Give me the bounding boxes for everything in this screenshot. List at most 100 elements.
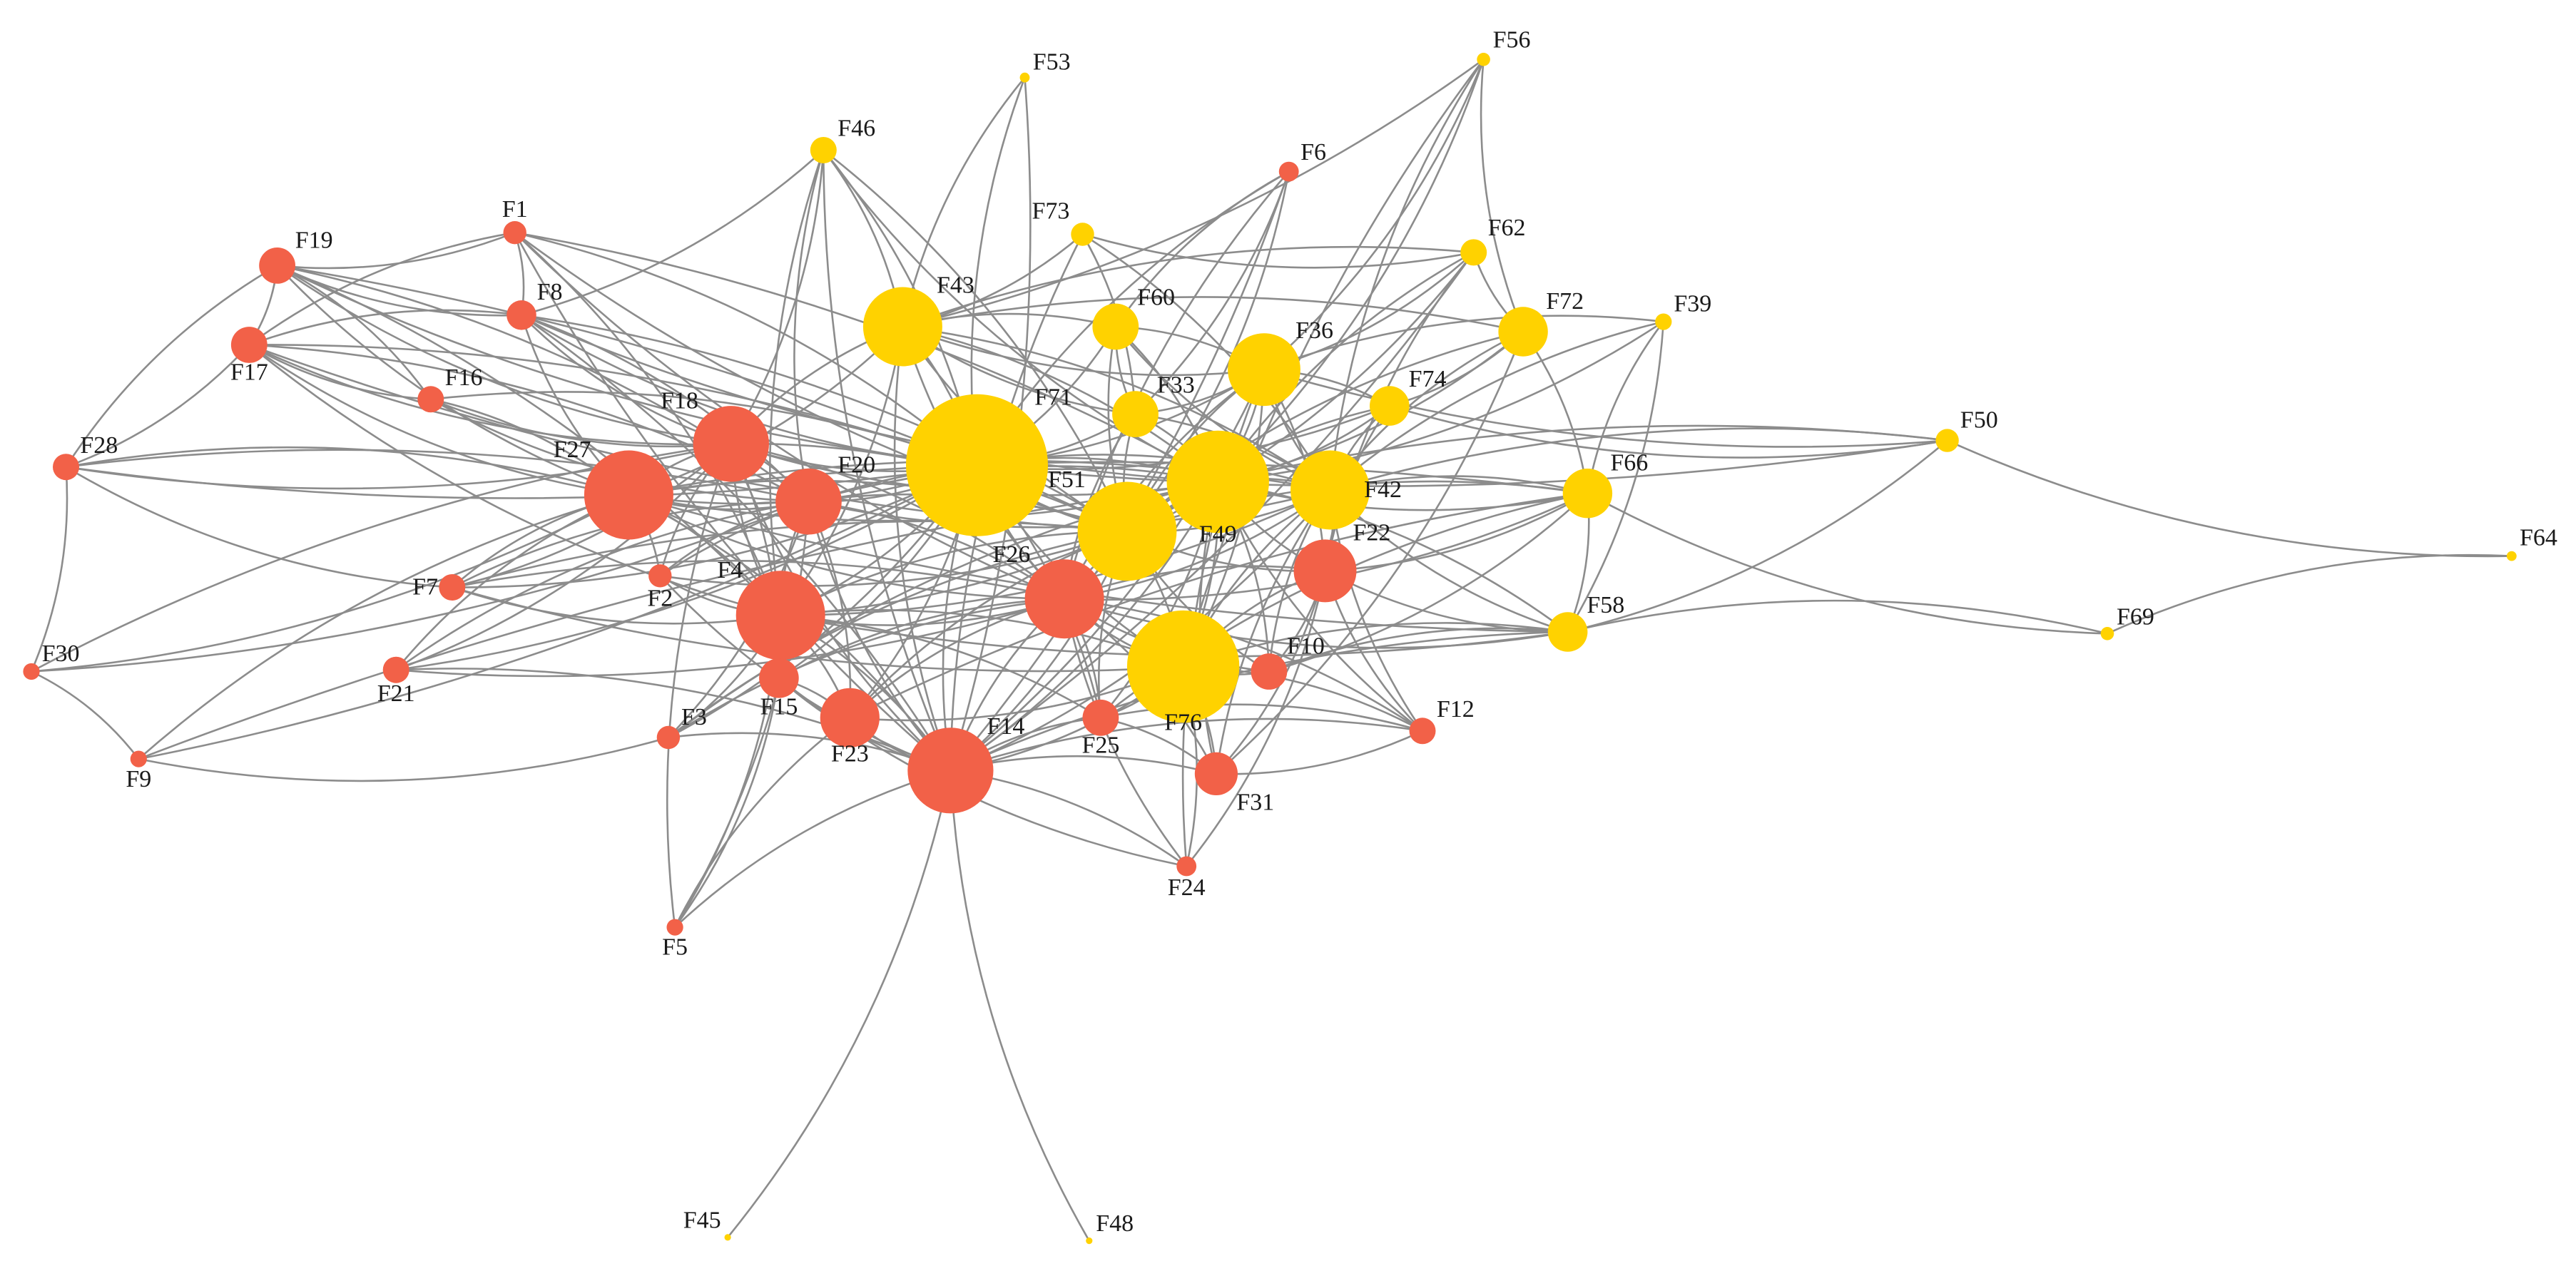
node-f8[interactable]	[506, 300, 536, 330]
node-f22[interactable]	[1293, 539, 1357, 603]
edge-f24-f22	[1186, 571, 1326, 867]
node-f20[interactable]	[775, 468, 842, 535]
node-label-f72: F72	[1546, 288, 1584, 315]
node-label-f8: F8	[537, 279, 563, 305]
node-f33[interactable]	[1112, 391, 1159, 437]
node-f42[interactable]	[1290, 450, 1370, 530]
edge-f7-f18	[452, 443, 732, 588]
node-f39[interactable]	[1655, 313, 1672, 330]
node-f2[interactable]	[648, 564, 672, 588]
node-f23[interactable]	[820, 688, 880, 747]
node-f3[interactable]	[656, 725, 681, 750]
node-f60[interactable]	[1092, 303, 1139, 350]
node-label-f26: F26	[992, 541, 1030, 568]
node-f69[interactable]	[2100, 627, 2114, 640]
edge-f72-f43	[902, 296, 1524, 333]
node-label-f42: F42	[1364, 476, 1402, 503]
edge-f17-f1	[248, 231, 515, 346]
edge-f6-f60	[1114, 170, 1290, 327]
node-f16[interactable]	[417, 386, 444, 413]
node-f48[interactable]	[1086, 1237, 1093, 1245]
edge-f39-f42	[1329, 320, 1664, 491]
edge-f21-f71	[396, 464, 978, 671]
edge-f56-f43	[902, 58, 1485, 328]
edge-f66-f27	[628, 461, 1588, 496]
node-f9[interactable]	[130, 750, 147, 767]
node-f17[interactable]	[230, 327, 268, 363]
node-f4[interactable]	[735, 571, 825, 660]
edge-f39-f49	[1218, 321, 1664, 483]
edge-f43-f36	[902, 325, 1265, 377]
node-f72[interactable]	[1498, 307, 1548, 357]
node-f36[interactable]	[1228, 333, 1300, 407]
edge-f28-f20	[66, 449, 809, 503]
edge-f19-f18	[276, 265, 731, 445]
node-label-f62: F62	[1488, 215, 1526, 241]
edge-f7-f51	[452, 520, 1128, 588]
node-f24[interactable]	[1176, 856, 1197, 877]
node-f30[interactable]	[23, 663, 40, 680]
node-f73[interactable]	[1071, 223, 1094, 246]
node-label-f36: F36	[1295, 317, 1333, 344]
node-f56[interactable]	[1477, 53, 1490, 66]
node-label-f20: F20	[838, 452, 875, 479]
node-f71[interactable]	[906, 394, 1048, 536]
edge-f1-f4	[514, 232, 782, 616]
node-f18[interactable]	[693, 406, 769, 482]
node-f7[interactable]	[439, 574, 466, 601]
edge-f27-f43	[628, 326, 904, 496]
edge-f3-f51	[668, 530, 1128, 739]
node-f15[interactable]	[759, 658, 799, 698]
node-f53[interactable]	[1019, 72, 1030, 83]
node-label-f46: F46	[838, 116, 875, 142]
node-label-f14: F14	[987, 713, 1025, 740]
node-f66[interactable]	[1562, 469, 1613, 519]
node-f14[interactable]	[907, 728, 994, 814]
edge-f16-f71	[430, 391, 977, 466]
node-label-f53: F53	[1033, 49, 1071, 76]
node-f6[interactable]	[1278, 161, 1299, 182]
node-f46[interactable]	[810, 137, 837, 163]
node-label-f64: F64	[2520, 524, 2557, 551]
node-label-f7: F7	[412, 574, 438, 601]
node-label-f71: F71	[1034, 384, 1072, 411]
edge-f43-f14	[893, 326, 952, 771]
node-f21[interactable]	[382, 656, 409, 683]
node-f19[interactable]	[259, 247, 295, 284]
node-f45[interactable]	[724, 1234, 731, 1241]
edge-f9-f49	[138, 481, 1218, 760]
node-f49[interactable]	[1166, 430, 1269, 534]
node-f12[interactable]	[1409, 718, 1436, 745]
node-f58[interactable]	[1547, 612, 1588, 652]
node-label-f3: F3	[681, 704, 707, 730]
edge-f12-f31	[1216, 730, 1423, 775]
node-f31[interactable]	[1194, 752, 1238, 795]
node-f50[interactable]	[1935, 429, 1959, 452]
edge-f50-f64	[1947, 439, 2512, 558]
node-f25[interactable]	[1082, 699, 1119, 736]
node-label-f21: F21	[377, 680, 415, 707]
node-f64[interactable]	[2506, 551, 2517, 561]
edge-f21-f14	[396, 668, 951, 772]
node-f74[interactable]	[1370, 386, 1410, 426]
node-f26[interactable]	[1024, 559, 1104, 639]
node-f10[interactable]	[1251, 653, 1288, 690]
node-f43[interactable]	[862, 287, 942, 367]
edge-f56-f49	[1217, 58, 1485, 483]
node-label-f48: F48	[1096, 1210, 1134, 1237]
node-f28[interactable]	[53, 454, 79, 481]
node-f76[interactable]	[1126, 610, 1240, 723]
edge-f69-f58	[1567, 599, 2108, 635]
node-label-f39: F39	[1674, 290, 1711, 317]
edge-f46-f14	[823, 150, 952, 771]
node-f5[interactable]	[666, 919, 683, 936]
node-f51[interactable]	[1077, 481, 1177, 581]
edge-f1-f26	[514, 232, 1065, 600]
node-f1[interactable]	[503, 221, 526, 245]
node-f62[interactable]	[1460, 239, 1487, 266]
edge-f19-f71	[277, 265, 977, 466]
edge-f50-f71	[977, 439, 1948, 487]
edge-f43-f42	[902, 325, 1331, 491]
edge-f17-f4	[248, 344, 781, 617]
node-f27[interactable]	[584, 450, 673, 540]
